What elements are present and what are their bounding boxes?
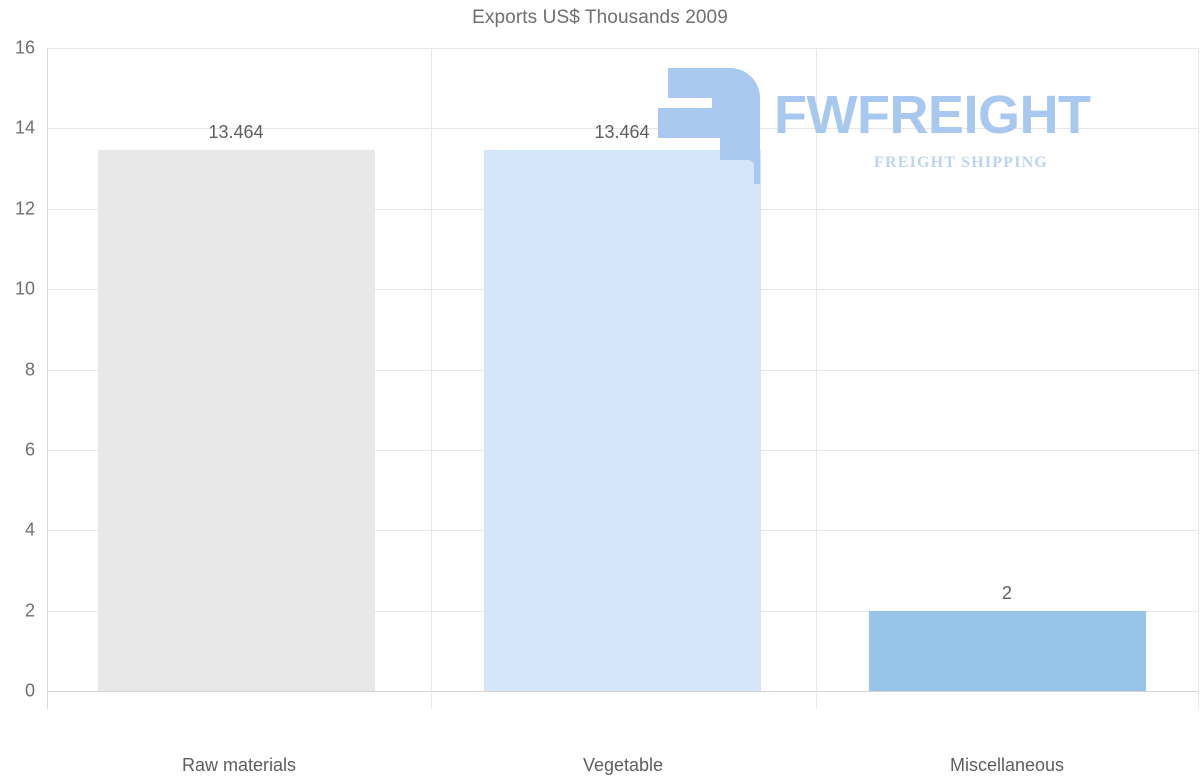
y-axis-line [47, 48, 48, 709]
gridline-16 [47, 48, 1199, 49]
x-axis-tick-miscellaneous: Miscellaneous [949, 755, 1065, 775]
y-axis-tick-8: 8 [24, 359, 35, 380]
bar-value-label-raw-materials: 13.464 [208, 122, 264, 142]
y-axis-tick-0: 0 [24, 680, 35, 701]
bar-value-label-vegetable: 13.464 [594, 122, 650, 142]
bar-raw-materials[interactable] [98, 150, 375, 691]
y-axis-tick-14: 14 [14, 117, 35, 138]
bar-vegetable[interactable] [484, 150, 761, 691]
bar-miscellaneous[interactable] [869, 611, 1146, 691]
chart-title: Exports US$ Thousands 2009 [472, 7, 728, 28]
category-separator-1 [431, 48, 432, 709]
y-axis-tick-2: 2 [24, 600, 35, 621]
bar-value-label-miscellaneous: 2 [1001, 583, 1013, 603]
y-axis-tick-12: 12 [14, 198, 35, 219]
y-axis-tick-6: 6 [24, 439, 35, 460]
axis-baseline [47, 691, 1199, 692]
y-axis-tick-10: 10 [14, 278, 35, 299]
y-axis-tick-16: 16 [14, 37, 35, 58]
category-separator-3 [1198, 48, 1199, 709]
x-axis-tick-raw-materials: Raw materials [181, 755, 297, 775]
plot-area: 13.464 13.464 2 16 14 12 10 8 6 4 2 0 Ra… [15, 38, 1199, 775]
category-separator-2 [816, 48, 817, 709]
gridline-14 [47, 128, 1199, 129]
x-axis-tick-vegetable: Vegetable [582, 755, 664, 775]
y-axis-tick-4: 4 [24, 519, 35, 540]
